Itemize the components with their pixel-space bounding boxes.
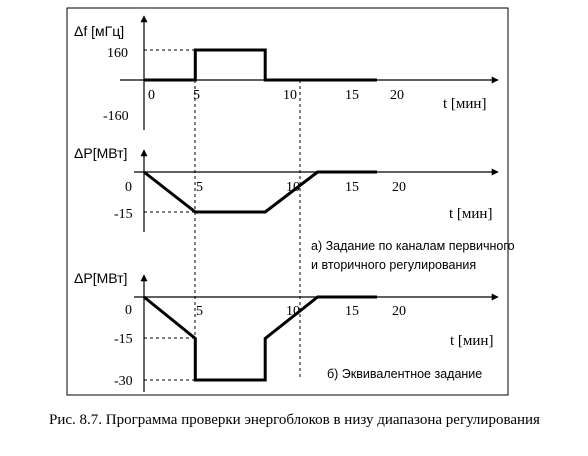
panel2-series-line — [143, 170, 377, 214]
panel2-xtick-5: 5 — [196, 180, 203, 195]
panel1-xtick-20: 20 — [390, 88, 404, 103]
panel2-ytick-neg15: -15 — [114, 207, 133, 222]
panel3-xtick-5: 5 — [196, 304, 203, 319]
panel1-xtick-10: 10 — [283, 88, 297, 103]
panel2-annotation-line1: а) Задание по каналам первичного — [311, 239, 515, 253]
panel1-xtick-0: 0 — [148, 88, 155, 103]
panel2-xtick-20: 20 — [392, 180, 406, 195]
panel3-ytick-neg15: -15 — [114, 332, 133, 347]
panel3-annotation: б) Эквивалентное задание — [327, 367, 482, 381]
panel-frequency: Δf [мГц] t [мин] 160 -160 0 5 10 15 20 — [74, 15, 499, 130]
panel3-xtick-20: 20 — [392, 304, 406, 319]
panel2-ylabel: ΔP[МВт] — [74, 145, 127, 161]
panel1-xlabel: t [мин] — [443, 96, 486, 112]
panel-power-b: ΔP[МВт] t [мин] 0 -15 -30 5 10 15 20 б) … — [74, 270, 499, 392]
panel1-xtick-15: 15 — [345, 88, 359, 103]
panel-power-a: ΔP[МВт] t [мин] 0 -15 5 10 15 20 а) Зада… — [74, 145, 515, 272]
panel3-ytick-0: 0 — [125, 303, 132, 318]
panel3-xtick-15: 15 — [345, 304, 359, 319]
panel1-ytick-neg160: -160 — [103, 109, 129, 124]
panel1-ytick-160: 160 — [107, 46, 128, 61]
panel2-xtick-15: 15 — [345, 180, 359, 195]
figure-caption: Рис. 8.7. Программа проверки энергоблоко… — [49, 412, 540, 428]
panel1-series-line — [144, 48, 377, 82]
panel2-xtick-10: 10 — [286, 180, 300, 195]
panel1-ylabel: Δf [мГц] — [74, 23, 124, 39]
panel3-xlabel: t [мин] — [450, 333, 493, 349]
panel2-annotation-line2: и вторичного регулирования — [311, 258, 476, 272]
panel3-ylabel: ΔP[МВт] — [74, 270, 127, 286]
panel2-ytick-0: 0 — [125, 180, 132, 195]
panel2-xlabel: t [мин] — [449, 206, 492, 222]
panel1-xtick-5: 5 — [193, 88, 200, 103]
figure-frame — [66, 7, 509, 396]
panel3-ytick-neg30: -30 — [114, 374, 133, 389]
